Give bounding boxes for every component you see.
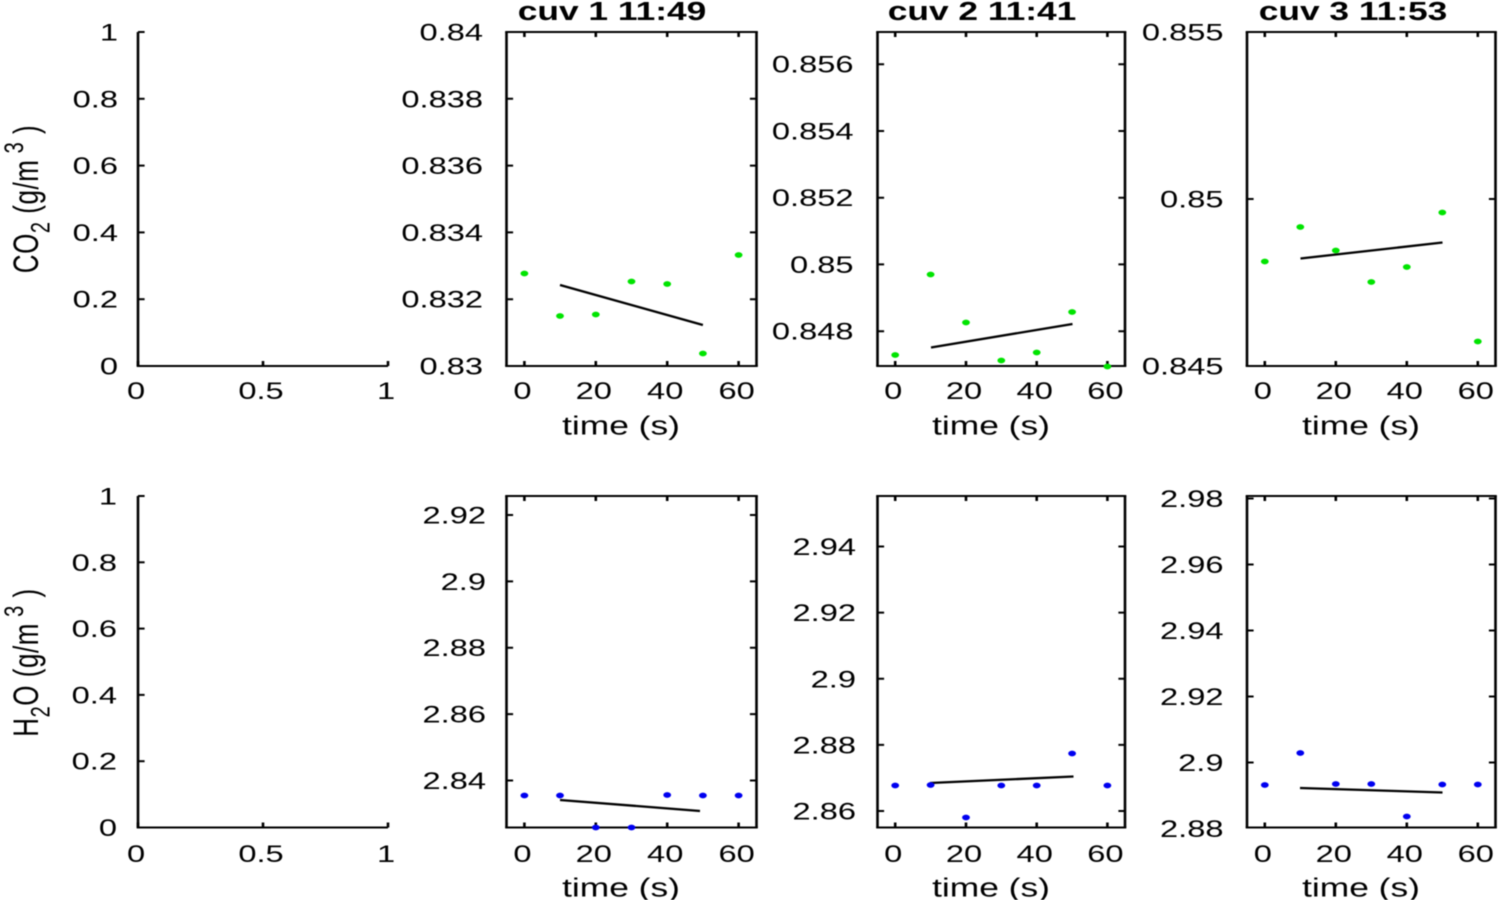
svg-text:0.2: 0.2 bbox=[72, 749, 117, 776]
svg-text:40: 40 bbox=[647, 378, 683, 405]
svg-text:1: 1 bbox=[100, 20, 118, 47]
svg-text:2.9: 2.9 bbox=[1178, 750, 1223, 777]
svg-text:2.98: 2.98 bbox=[1160, 486, 1223, 513]
svg-text:60: 60 bbox=[718, 841, 754, 868]
svg-text:0.6: 0.6 bbox=[72, 616, 117, 643]
svg-text:0.834: 0.834 bbox=[401, 220, 483, 247]
svg-text:60: 60 bbox=[718, 378, 754, 405]
svg-text:0.854: 0.854 bbox=[772, 119, 854, 146]
svg-text:0.848: 0.848 bbox=[772, 319, 854, 346]
svg-text:20: 20 bbox=[946, 841, 982, 868]
svg-text:cuv 2 11:41: cuv 2 11:41 bbox=[888, 0, 1077, 26]
svg-text:1: 1 bbox=[377, 841, 395, 868]
svg-text:0.4: 0.4 bbox=[72, 682, 117, 709]
svg-text:60: 60 bbox=[1087, 841, 1123, 868]
svg-text:60: 60 bbox=[1458, 378, 1494, 405]
svg-text:0: 0 bbox=[1254, 378, 1272, 405]
svg-text:40: 40 bbox=[1017, 378, 1053, 405]
svg-text:0.852: 0.852 bbox=[772, 185, 854, 212]
svg-text:time (s): time (s) bbox=[932, 873, 1050, 900]
svg-text:0: 0 bbox=[127, 841, 145, 868]
svg-text:0.2: 0.2 bbox=[73, 287, 118, 314]
svg-text:40: 40 bbox=[647, 841, 683, 868]
svg-text:0.4: 0.4 bbox=[73, 220, 118, 247]
svg-text:time (s): time (s) bbox=[1302, 873, 1420, 900]
svg-text:0.84: 0.84 bbox=[420, 20, 484, 47]
svg-text:2.94: 2.94 bbox=[1160, 618, 1224, 645]
svg-text:0.6: 0.6 bbox=[73, 153, 118, 180]
svg-text:0.8: 0.8 bbox=[72, 550, 117, 577]
svg-text:time (s): time (s) bbox=[562, 411, 680, 440]
svg-text:2.88: 2.88 bbox=[1160, 816, 1223, 843]
svg-text:60: 60 bbox=[1087, 378, 1123, 405]
svg-text:0.85: 0.85 bbox=[790, 252, 853, 279]
svg-text:0: 0 bbox=[884, 841, 902, 868]
svg-text:0.855: 0.855 bbox=[1142, 20, 1224, 47]
svg-text:0: 0 bbox=[1254, 841, 1272, 868]
svg-text:2.84: 2.84 bbox=[423, 768, 487, 795]
svg-text:2.96: 2.96 bbox=[1160, 552, 1223, 579]
svg-text:20: 20 bbox=[1316, 378, 1352, 405]
svg-text:2.94: 2.94 bbox=[793, 534, 857, 561]
svg-text:2.92: 2.92 bbox=[793, 600, 856, 627]
svg-text:20: 20 bbox=[1316, 841, 1352, 868]
svg-text:0.845: 0.845 bbox=[1142, 354, 1224, 381]
svg-text:2.86: 2.86 bbox=[793, 799, 856, 826]
svg-text:2.9: 2.9 bbox=[811, 666, 856, 693]
svg-text:time (s): time (s) bbox=[562, 873, 680, 900]
svg-text:0: 0 bbox=[99, 815, 117, 842]
svg-text:40: 40 bbox=[1387, 378, 1423, 405]
svg-text:0: 0 bbox=[127, 378, 145, 405]
svg-text:0.838: 0.838 bbox=[401, 86, 483, 113]
svg-text:40: 40 bbox=[1387, 841, 1423, 868]
svg-text:20: 20 bbox=[576, 841, 612, 868]
svg-text:0.856: 0.856 bbox=[772, 52, 854, 79]
svg-text:time (s): time (s) bbox=[932, 411, 1050, 440]
svg-text:2.88: 2.88 bbox=[423, 635, 486, 662]
svg-text:20: 20 bbox=[946, 378, 982, 405]
svg-text:0.832: 0.832 bbox=[401, 287, 483, 314]
svg-text:0.85: 0.85 bbox=[1160, 187, 1223, 214]
svg-text:cuv 1 11:49: cuv 1 11:49 bbox=[518, 0, 707, 26]
svg-text:2.86: 2.86 bbox=[423, 702, 486, 729]
svg-text:0.83: 0.83 bbox=[420, 354, 483, 381]
svg-text:0.836: 0.836 bbox=[401, 153, 483, 180]
svg-text:2.88: 2.88 bbox=[793, 732, 856, 759]
svg-text:time (s): time (s) bbox=[1302, 411, 1420, 440]
svg-text:1: 1 bbox=[99, 484, 117, 511]
svg-text:0: 0 bbox=[513, 841, 531, 868]
svg-text:1: 1 bbox=[377, 378, 395, 405]
svg-text:2.9: 2.9 bbox=[441, 569, 486, 596]
svg-text:0.5: 0.5 bbox=[238, 841, 283, 868]
svg-text:2.92: 2.92 bbox=[1160, 684, 1223, 711]
svg-text:0.5: 0.5 bbox=[238, 378, 283, 405]
svg-text:0: 0 bbox=[100, 354, 118, 381]
svg-text:20: 20 bbox=[576, 378, 612, 405]
svg-text:0: 0 bbox=[884, 378, 902, 405]
svg-text:0: 0 bbox=[513, 378, 531, 405]
svg-text:cuv 3 11:53: cuv 3 11:53 bbox=[1259, 0, 1448, 26]
svg-text:2.92: 2.92 bbox=[423, 503, 486, 530]
svg-text:40: 40 bbox=[1017, 841, 1053, 868]
svg-text:0.8: 0.8 bbox=[73, 86, 118, 113]
svg-text:60: 60 bbox=[1458, 841, 1494, 868]
